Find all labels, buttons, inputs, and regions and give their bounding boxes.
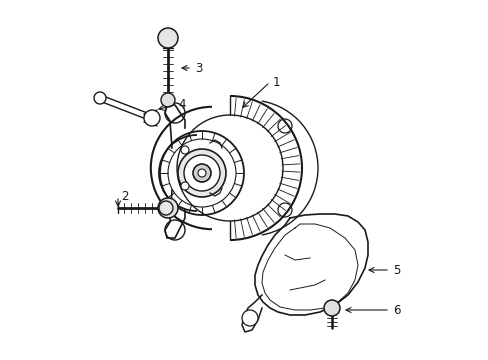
Circle shape — [193, 164, 210, 182]
Circle shape — [143, 110, 160, 126]
Circle shape — [159, 201, 173, 215]
Text: 3: 3 — [195, 62, 202, 75]
Circle shape — [242, 310, 258, 326]
Circle shape — [161, 93, 175, 107]
Circle shape — [94, 92, 106, 104]
Circle shape — [181, 182, 189, 190]
Text: 1: 1 — [272, 76, 280, 89]
Circle shape — [158, 198, 178, 218]
Text: 4: 4 — [178, 99, 185, 112]
Circle shape — [198, 169, 205, 177]
Circle shape — [183, 155, 220, 191]
Circle shape — [158, 28, 178, 48]
Circle shape — [324, 300, 339, 316]
Text: 6: 6 — [392, 303, 400, 316]
Circle shape — [181, 146, 189, 154]
Text: 2: 2 — [121, 189, 128, 202]
Circle shape — [178, 149, 225, 197]
Text: 5: 5 — [392, 264, 400, 276]
